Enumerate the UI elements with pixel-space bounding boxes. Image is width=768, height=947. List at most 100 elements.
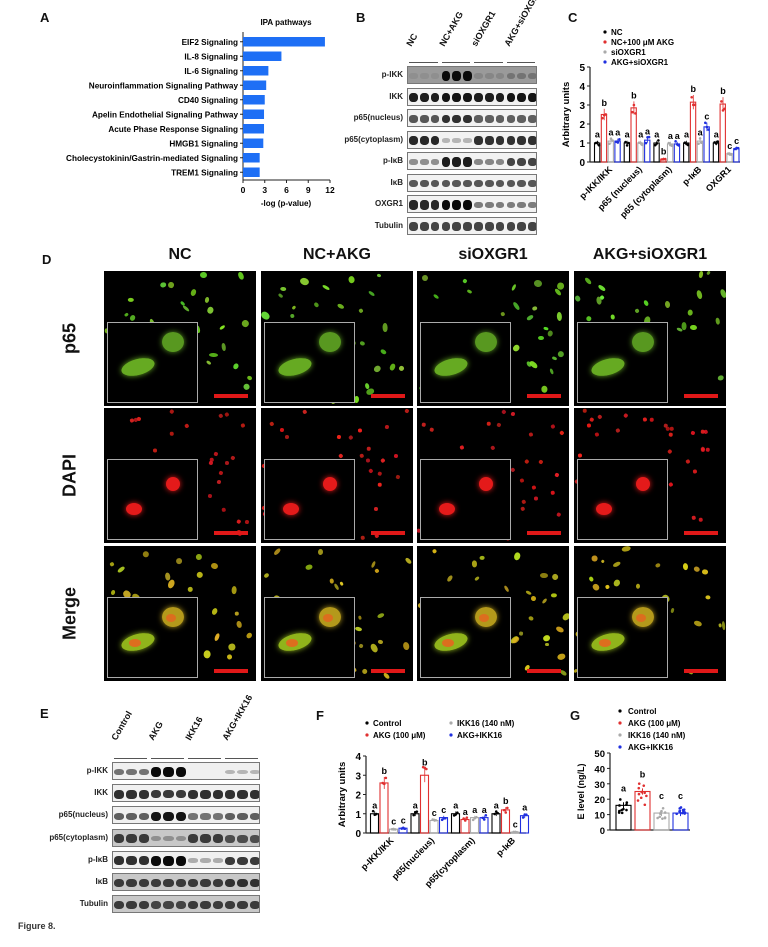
microscopy-column-title: NC — [168, 246, 192, 263]
microscopy-inset — [420, 597, 512, 678]
significance-letter: a — [413, 800, 419, 810]
significance-letter: c — [734, 136, 739, 146]
category-label: p-IKK/IKK — [359, 835, 396, 872]
blot-row — [407, 152, 537, 170]
significance-letter: c — [513, 819, 518, 829]
blot-row-label: p65(nucleus) — [58, 810, 108, 820]
scale-bar — [527, 394, 561, 398]
chart-f-arbitrary-units: Control AKG (100 μM) IKK16 (140 nM) AKG+IKK… — [337, 719, 530, 889]
significance-letter: a — [684, 130, 690, 140]
microscopy-row-title: p65 — [59, 322, 80, 354]
legend-item: NC+100 μM AKG — [611, 38, 674, 47]
significance-letter: a — [638, 130, 644, 140]
significance-letter: a — [645, 127, 651, 137]
microscopy-image — [104, 408, 256, 543]
microscopy-inset — [107, 597, 199, 678]
significance-letter: b — [631, 90, 637, 100]
microscopy-inset — [577, 459, 669, 540]
blot-column-label: AKG+IKK16 — [220, 693, 255, 742]
category-label: TREM1 Signaling — [171, 168, 238, 177]
significance-letter: a — [608, 128, 614, 138]
panel-label-g: G — [570, 708, 581, 723]
western-blot-b: NC NC+AKG siOXGR1 AKG+siOXGR1 p-IKK IKK p65(nu… — [344, 0, 555, 235]
blot-row — [112, 828, 260, 847]
bar — [243, 138, 264, 148]
microscopy-inset — [577, 322, 669, 403]
chart-a-ipa-pathways: IPA pathways EIF2 Signaling IL-8 Signaling… — [66, 18, 335, 208]
blot-row — [112, 895, 260, 914]
blot-row-label: IKK — [94, 788, 108, 798]
blot-row — [112, 806, 260, 825]
bar — [243, 153, 260, 163]
microscopy-column-title: AKG+siOXGR1 — [592, 246, 708, 263]
legend-item: siOXGR1 — [611, 48, 646, 57]
scale-bar — [371, 669, 405, 673]
microscopy-inset — [264, 459, 356, 540]
svg-text:3: 3 — [262, 185, 267, 195]
significance-letter: a — [372, 800, 378, 810]
svg-text:0: 0 — [355, 829, 361, 840]
svg-text:20: 20 — [594, 795, 605, 806]
significance-letter: b — [503, 796, 509, 806]
y-axis-label: Arbitrary units — [337, 762, 348, 827]
bar — [243, 51, 282, 61]
significance-letter: a — [714, 130, 720, 140]
blot-row — [112, 850, 260, 869]
svg-text:2: 2 — [579, 120, 585, 131]
svg-text:6: 6 — [284, 185, 289, 195]
significance-letter: b — [720, 86, 726, 96]
microscopy-image — [104, 546, 256, 681]
bar — [243, 66, 269, 76]
bar — [369, 813, 380, 834]
blot-row-label: p-IκB — [87, 854, 108, 864]
blot-row-label: p-IKK — [86, 766, 108, 775]
blot-row-label: p65(nucleus) — [353, 113, 403, 122]
legend-item: Control — [373, 719, 401, 728]
microscopy-inset — [420, 459, 512, 540]
significance-letter: a — [494, 800, 500, 810]
panel-label-a: A — [40, 10, 50, 25]
panel-label-c: C — [568, 10, 578, 25]
svg-text:1: 1 — [355, 810, 361, 821]
blot-row — [407, 195, 537, 213]
scale-bar — [527, 669, 561, 673]
significance-letter: c — [441, 805, 446, 815]
blot-row-label: IKK — [389, 91, 403, 101]
microscopy-image — [104, 271, 256, 406]
category-label: Apelin Endothelial Signaling Pathway — [92, 110, 238, 119]
x-axis-label: -log (p-value) — [261, 199, 312, 208]
significance-letter: c — [704, 112, 709, 122]
svg-text:0: 0 — [579, 158, 585, 169]
category-label: EIF2 Signaling — [182, 38, 238, 47]
significance-letter: b — [691, 84, 697, 94]
bar — [410, 813, 420, 834]
blot-column-label: Control — [109, 709, 134, 742]
microscopy-image — [574, 546, 726, 681]
blot-row — [407, 130, 537, 149]
microscopy-column-title: NC+AKG — [302, 246, 371, 263]
microscopy-inset — [264, 597, 356, 678]
bar — [243, 37, 325, 47]
category-label: Neuroinflammation Signaling Pathway — [89, 81, 239, 90]
legend-item: AKG+IKK16 — [457, 731, 503, 740]
blot-row-label: p-IKK — [381, 70, 403, 79]
svg-text:4: 4 — [355, 752, 361, 763]
significance-letter: a — [463, 807, 469, 817]
category-label: IL-6 Signaling — [184, 67, 238, 76]
category-label: HMGB1 Signaling — [169, 139, 238, 148]
bar — [419, 774, 430, 834]
microscopy-inset — [577, 597, 669, 678]
microscopy-inset — [107, 459, 199, 540]
legend-item: Control — [628, 707, 656, 716]
significance-letter: a — [668, 131, 674, 141]
legend-item: IKK16 (140 nM) — [457, 719, 515, 728]
svg-text:0: 0 — [600, 826, 605, 837]
blot-row — [407, 109, 537, 127]
significance-letter: a — [595, 130, 601, 140]
bar — [438, 817, 449, 834]
microscopy-image — [261, 546, 413, 681]
significance-letter: c — [678, 791, 683, 801]
significance-letter: c — [659, 791, 664, 801]
svg-text:9: 9 — [306, 185, 311, 195]
significance-letter: b — [640, 770, 646, 780]
